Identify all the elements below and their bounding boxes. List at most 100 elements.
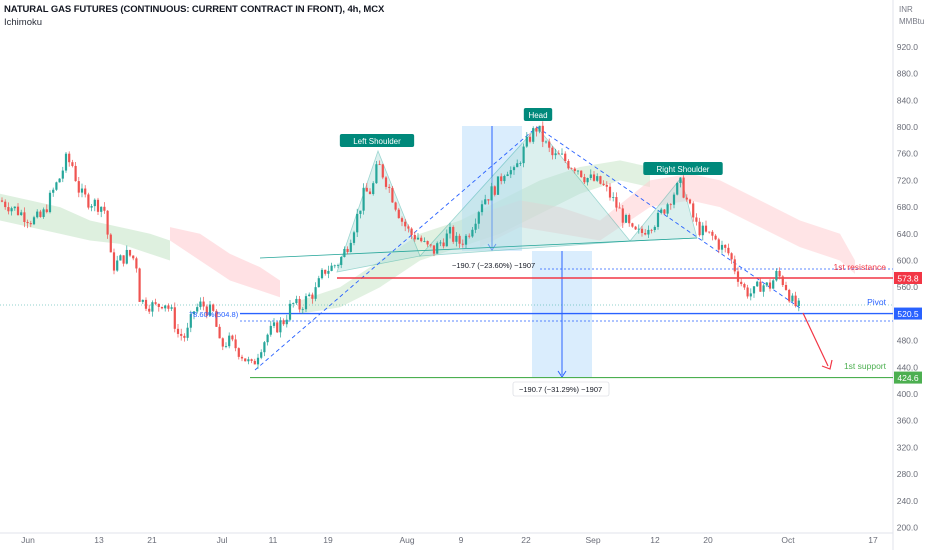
candle-body	[138, 268, 141, 302]
candle-body	[112, 252, 116, 271]
candle-body	[349, 242, 352, 252]
candle-body	[480, 204, 484, 213]
candle-body	[493, 186, 496, 195]
candle-body	[685, 197, 688, 200]
candle-body	[637, 228, 640, 230]
candle-body	[400, 218, 404, 222]
candle-body	[621, 208, 624, 223]
candle-body	[301, 309, 304, 311]
candle-body	[509, 170, 512, 175]
candle-body	[74, 165, 77, 182]
candle-body	[176, 328, 180, 334]
candle-body	[208, 304, 212, 316]
candle-body	[36, 211, 39, 218]
candle-body	[688, 199, 692, 204]
candle-body	[13, 206, 16, 209]
candle-body	[650, 229, 653, 231]
candle-body	[474, 223, 477, 230]
y-tick-label: 680.0	[897, 202, 919, 212]
y-tick-label: 880.0	[897, 69, 919, 79]
candle-body	[80, 188, 84, 193]
candle-body	[410, 228, 413, 235]
y-tick-label: 480.0	[897, 336, 919, 346]
candle-body	[461, 243, 464, 245]
candle-body	[192, 311, 196, 315]
candle-body	[391, 187, 394, 203]
y-tick-label: 240.0	[897, 496, 919, 506]
candle-body	[522, 146, 525, 164]
candle-body	[682, 177, 685, 198]
candle-body	[164, 305, 167, 309]
y-tick-label: 640.0	[897, 229, 919, 239]
candle-body	[640, 228, 644, 233]
candle-body	[660, 209, 663, 213]
candle-body	[186, 327, 189, 338]
candle-body	[580, 170, 583, 178]
y-tick-label: 320.0	[897, 442, 919, 452]
candle-body	[464, 235, 468, 245]
candle-body	[64, 153, 68, 171]
candle-body	[426, 241, 429, 245]
candle-body	[717, 239, 720, 250]
candle-body	[599, 176, 602, 184]
candle-body	[727, 247, 730, 254]
candle-body	[730, 253, 733, 260]
candle-body	[631, 223, 634, 227]
y-tick-label: 920.0	[897, 42, 919, 52]
measure-arrowhead-1	[487, 243, 497, 251]
candle-body	[567, 160, 570, 169]
candle-body	[756, 281, 759, 287]
candle-body	[647, 229, 650, 235]
candle-body	[333, 265, 336, 267]
candle-body	[311, 294, 314, 299]
candle-body	[708, 231, 711, 233]
candle-body	[765, 282, 768, 286]
candle-body	[407, 226, 410, 229]
candle-body	[365, 187, 368, 192]
candle-body	[378, 164, 381, 166]
head-shape	[419, 126, 631, 257]
candle-body	[199, 301, 202, 308]
candle-body	[592, 174, 596, 181]
candle-body	[256, 357, 260, 365]
candle-body	[276, 322, 279, 333]
candle-body	[298, 298, 301, 310]
candle-body	[656, 212, 660, 227]
x-tick-label: 13	[94, 535, 104, 545]
candle-body	[45, 209, 48, 213]
candle-body	[196, 307, 199, 312]
neckline	[259, 237, 698, 259]
candle-body	[586, 177, 589, 183]
candle-body	[634, 226, 637, 230]
candle-body	[560, 153, 564, 155]
x-tick-label: 12	[650, 535, 660, 545]
candle-body	[477, 212, 480, 224]
candle-body	[330, 265, 333, 271]
candle-body	[538, 125, 541, 132]
candle-body	[794, 295, 797, 306]
candle-body	[458, 235, 461, 244]
right-shoulder-label: Right Shoulder	[657, 165, 710, 174]
candle-body	[87, 194, 90, 208]
candle-body	[784, 285, 788, 290]
candle-body	[423, 241, 426, 242]
candle-body	[525, 136, 528, 147]
x-tick-label: Oct	[781, 535, 795, 545]
candle-body	[397, 209, 400, 219]
candle-body	[471, 229, 474, 237]
candle-body	[692, 203, 695, 218]
candle-body	[653, 226, 656, 231]
head-label: Head	[528, 111, 547, 120]
candle-body	[468, 235, 471, 237]
candle-body	[84, 188, 87, 195]
candle-body	[106, 210, 109, 235]
y-tick-label: 600.0	[897, 256, 919, 266]
candle-body	[109, 234, 112, 253]
candle-body	[554, 153, 557, 156]
candle-body	[308, 294, 311, 297]
candle-body	[448, 226, 452, 234]
candle-body	[679, 177, 682, 184]
y-tick-label: 840.0	[897, 95, 919, 105]
